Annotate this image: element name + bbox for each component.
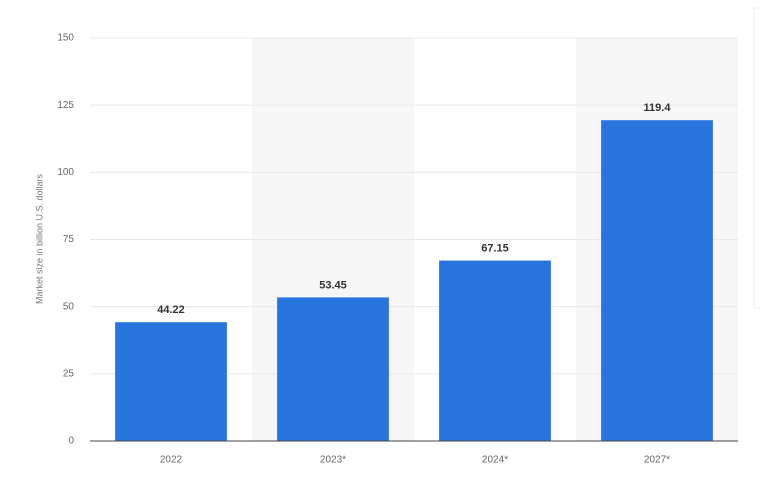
x-tick-label: 2027* xyxy=(644,455,670,466)
y-tick-label: 150 xyxy=(57,33,74,44)
bar xyxy=(277,297,389,441)
value-label: 53.45 xyxy=(319,279,347,291)
y-tick-label: 0 xyxy=(68,436,74,447)
side-panel xyxy=(753,7,760,309)
y-tick-label: 50 xyxy=(63,301,75,312)
bar xyxy=(601,120,713,441)
value-label: 119.4 xyxy=(644,102,672,114)
y-tick-label: 25 xyxy=(63,368,75,379)
bar xyxy=(439,260,551,441)
y-tick-label: 125 xyxy=(57,100,74,111)
y-tick-label: 100 xyxy=(57,167,74,178)
value-label: 67.15 xyxy=(481,242,509,254)
x-tick-label: 2024* xyxy=(482,455,508,466)
y-axis-label: Market size in billion U.S. dollars xyxy=(34,173,44,304)
value-label: 44.22 xyxy=(157,304,185,316)
bar xyxy=(115,322,227,441)
x-tick-label: 2023* xyxy=(320,455,346,466)
x-tick-label: 2022 xyxy=(160,455,183,466)
y-tick-label: 75 xyxy=(63,234,75,245)
